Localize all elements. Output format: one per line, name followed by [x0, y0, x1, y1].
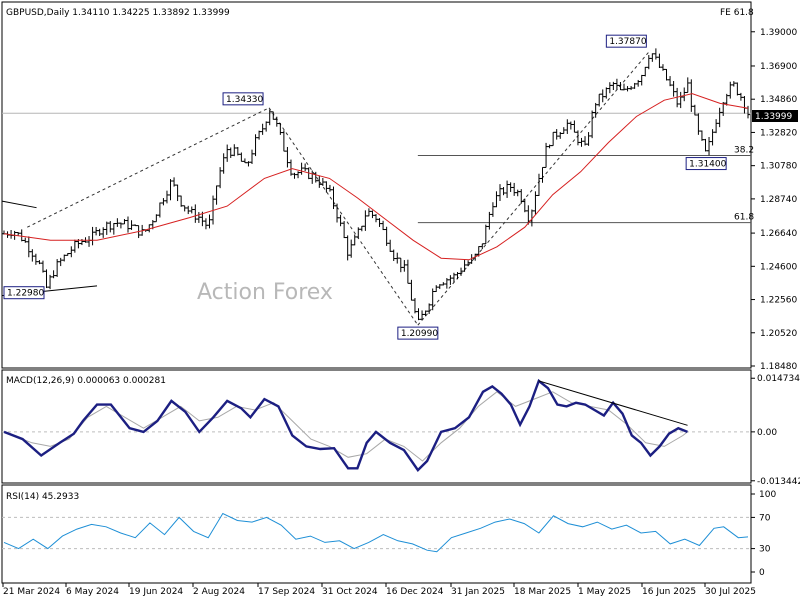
macd-trendline — [538, 380, 688, 426]
price-tick-label: 1.28740 — [760, 195, 797, 205]
price-tick-label: 1.22560 — [760, 296, 797, 306]
x-tick-label: 31 Jan 2025 — [451, 587, 505, 597]
price-tick-label: 1.20520 — [760, 329, 797, 339]
current-price-tag — [752, 110, 798, 122]
price-annotation: 1.22980 — [3, 286, 45, 300]
moving-average-line — [3, 93, 749, 261]
price-tick-label: 1.18480 — [760, 362, 797, 372]
x-tick-label: 2 Aug 2024 — [193, 587, 245, 597]
x-tick-label: 1 May 2025 — [578, 587, 631, 597]
rsi-levels-layer — [2, 516, 751, 550]
x-tick-label: 31 Oct 2024 — [322, 587, 378, 597]
price-annotations-layer: 1.22980 1.34330 1.20990 1.37870 1.31400 — [3, 34, 727, 340]
svg-text:1.22980: 1.22980 — [7, 289, 44, 299]
macd-tick-label: 0.014734 — [757, 374, 800, 384]
price-tick-label: 1.32820 — [760, 128, 797, 138]
price-panel-frame — [1, 1, 752, 369]
trendline-dashed — [417, 49, 651, 326]
svg-text:1.37870: 1.37870 — [609, 37, 646, 47]
macd-panel-title: MACD(12,26,9) 0.000063 0.000281 — [6, 376, 166, 386]
price-tick-label: 1.34860 — [760, 95, 797, 105]
macd-panel-frame — [1, 369, 752, 484]
macd-y-axis: 0.014734 0.00 -0.013442 — [751, 374, 800, 487]
price-y-axis: 1.39000 1.36900 1.34860 1.32820 1.30780 1.287… — [751, 28, 797, 372]
fib-level-label: 61.8 — [734, 213, 754, 223]
price-annotation: 1.31400 — [685, 157, 727, 171]
rsi-line — [3, 512, 749, 553]
rsi-y-axis: 100 70 30 0 — [751, 490, 776, 578]
rsi-panel-title: RSI(14) 45.2933 — [6, 492, 79, 502]
fib-level-label: 38.2 — [734, 146, 754, 156]
macd-tick-label: 0.00 — [757, 428, 777, 438]
trendline-dashed — [268, 107, 419, 326]
x-tick-label: 6 May 2024 — [66, 587, 119, 597]
rsi-tick-label: 100 — [759, 490, 776, 500]
macd-main-line — [3, 378, 688, 472]
price-tick-label: 1.36900 — [760, 62, 797, 72]
fib-levels-layer: 38.2 61.8 — [417, 146, 754, 224]
fib-extension-label: FE 61.8 — [720, 8, 754, 18]
price-annotation: 1.34330 — [222, 92, 264, 106]
svg-text:1.31400: 1.31400 — [689, 160, 726, 170]
x-tick-label: 18 Mar 2025 — [514, 587, 571, 597]
price-tick-label: 1.39000 — [760, 28, 797, 38]
trendline-dashed — [27, 107, 270, 228]
x-tick-label: 21 Mar 2024 — [3, 587, 60, 597]
x-tick-label: 30 Jul 2025 — [705, 587, 756, 597]
x-tick-label: 16 Dec 2024 — [386, 587, 444, 597]
rsi-tick-label: 30 — [759, 545, 771, 555]
price-tick-label: 1.26640 — [760, 229, 797, 239]
svg-text:1.34330: 1.34330 — [226, 95, 263, 105]
rsi-tick-label: 70 — [759, 513, 771, 523]
x-tick-label: 16 Jun 2025 — [642, 587, 696, 597]
price-annotation: 1.37870 — [605, 34, 647, 48]
x-tick-label: 19 Jun 2024 — [129, 587, 183, 597]
macd-tick-label: -0.013442 — [757, 477, 800, 487]
price-tick-label: 1.24600 — [760, 262, 797, 272]
channel-line — [1, 200, 37, 209]
price-tick-label: 1.30780 — [760, 162, 797, 172]
ohlc-bars-layer — [2, 48, 750, 321]
rsi-tick-label: 0 — [759, 568, 765, 578]
current-price-value: 1.33999 — [755, 112, 792, 122]
svg-text:1.20990: 1.20990 — [401, 329, 438, 339]
rsi-panel-frame — [1, 484, 752, 584]
watermark: Action Forex — [197, 280, 333, 305]
price-annotation: 1.20990 — [397, 326, 439, 340]
x-tick-label: 17 Sep 2024 — [258, 587, 315, 597]
price-panel-title: GBPUSD,Daily 1.34110 1.34225 1.33892 1.3… — [6, 8, 230, 18]
x-axis: 21 Mar 2024 6 May 2024 19 Jun 2024 2 Aug 20… — [2, 583, 756, 597]
